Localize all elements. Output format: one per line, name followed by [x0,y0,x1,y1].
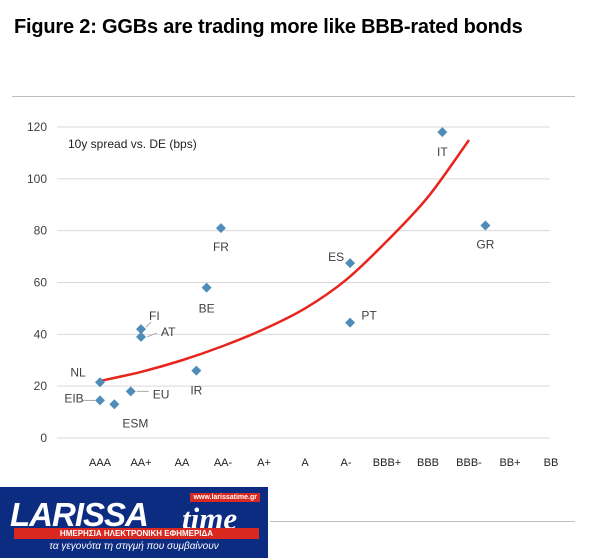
x-tick-label: A- [341,457,352,469]
data-point-esm [109,399,120,410]
x-tick-label: BBB [417,457,439,469]
data-point-gr [480,220,491,231]
page-title: Figure 2: GGBs are trading more like BBB… [14,16,523,38]
x-tick-label: A [301,457,309,469]
point-label-be: BE [199,302,215,316]
point-label-es: ES [328,250,344,264]
x-tick-label: A+ [257,457,271,469]
data-point-fi [136,324,146,335]
y-tick-label: 100 [27,172,47,186]
data-point-pt [345,317,356,328]
point-label-fr: FR [213,240,229,254]
point-label-at: AT [161,325,176,339]
x-tick-label: AA [175,457,190,469]
point-label-gr: GR [476,237,494,251]
logo-band: ΗΜΕΡΗΣΙΑ ΗΛΕΚΤΡΟΝΙΚΗ ΕΦΗΜΕΡΙΔΑ [14,528,259,539]
point-label-esm: ESM [122,416,148,430]
data-point-eu [125,386,136,397]
x-tick-label: AAA [89,457,112,469]
leader-lines [83,321,158,401]
trendline [99,139,471,383]
x-tick-label: BBB+ [373,457,401,469]
y-tick-label: 80 [34,224,48,238]
data-point-be [201,282,212,293]
data-point-ir [191,365,202,376]
larissatime-logo: LARISSA time www.larissatime.gr ΗΜΕΡΗΣΙΑ… [0,487,268,558]
data-points [95,127,491,410]
data-point-eib [95,395,105,406]
point-label-it: IT [437,145,448,159]
trendline-path [99,139,471,383]
y-tick-label: 20 [34,379,48,393]
point-label-pt: PT [361,309,377,323]
y-tick-labels: 0 20 40 60 80 100 120 [27,120,47,445]
top-divider [12,96,575,97]
x-tick-label: AA+ [130,457,151,469]
y-tick-label: 40 [34,327,48,341]
chart-annotation: 10y spread vs. DE (bps) [68,137,197,151]
logo-main-text: LARISSA [10,496,149,533]
logo-url: www.larissatime.gr [190,493,260,502]
leader-line [145,321,152,328]
x-tick-label: BBB- [456,457,482,469]
x-tick-label: BB [544,457,559,469]
data-point-nl [95,377,105,388]
y-tick-label: 120 [27,120,47,134]
data-point-it [437,127,448,138]
point-label-fi: FI [149,309,160,323]
point-label-eib: EIB [64,391,83,405]
point-label-nl: NL [70,365,86,379]
data-point-fr [215,223,226,234]
logo-tagline: τα γεγονότα τη στιγμή που συμβαίνουν [49,541,219,552]
bottom-divider [270,521,575,522]
x-tick-label: BB+ [499,457,520,469]
data-point-at [136,331,146,342]
point-label-eu: EU [153,387,170,401]
leader-line [146,332,158,338]
point-label-ir: IR [190,384,202,398]
x-tick-label: AA- [214,457,233,469]
x-tick-labels: AAA AA+ AA AA- A+ A A- BBB+ BBB BBB- BB+ BB [89,457,558,469]
data-point-es [345,258,356,269]
y-tick-label: 60 [34,276,48,290]
y-tick-label: 0 [40,431,47,445]
